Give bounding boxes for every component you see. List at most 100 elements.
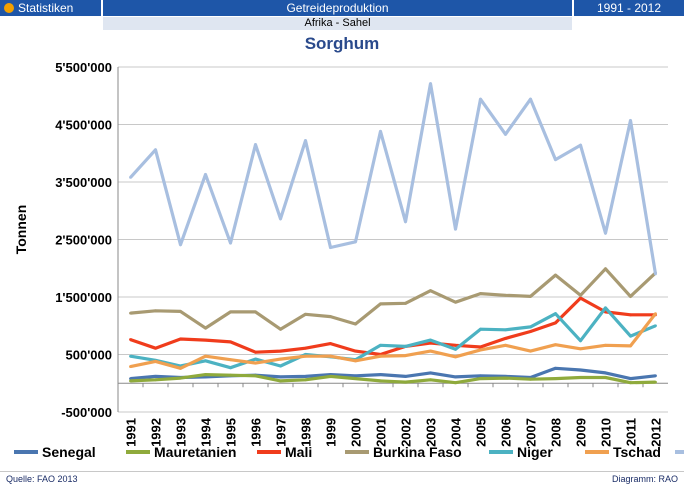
data-point — [229, 366, 232, 370]
data-point — [329, 315, 332, 318]
data-point — [229, 340, 232, 344]
series-line-niger — [130, 306, 657, 370]
y-tick-label: 1'500'000 — [55, 290, 112, 305]
data-point — [354, 377, 357, 381]
data-point — [554, 158, 557, 161]
data-point — [554, 273, 557, 277]
data-point — [154, 360, 157, 363]
y-tick-label: 5'500'000 — [55, 60, 112, 75]
data-point — [429, 338, 432, 342]
data-point — [529, 330, 532, 333]
data-point — [154, 374, 157, 378]
y-tick-label: 3'500'000 — [55, 175, 112, 190]
data-point — [554, 377, 557, 381]
data-point — [229, 310, 232, 314]
header-section-label: Statistiken — [0, 0, 101, 16]
data-point — [304, 312, 307, 316]
chart-title: Sorghum — [304, 34, 380, 53]
data-point — [604, 376, 607, 379]
data-point — [129, 311, 132, 315]
x-tick-label: 1997 — [274, 418, 289, 447]
y-axis-title: Tonnen — [13, 205, 29, 255]
data-point — [579, 368, 582, 372]
data-point — [329, 354, 332, 358]
data-point — [479, 327, 482, 331]
data-point — [304, 378, 307, 382]
data-point — [329, 374, 332, 378]
data-point — [129, 365, 132, 368]
y-tick-label: 500'000 — [66, 348, 112, 363]
data-point — [654, 380, 657, 384]
data-point — [179, 366, 182, 370]
data-point — [629, 119, 632, 122]
data-point — [379, 302, 382, 306]
x-tick-label: 1999 — [324, 418, 339, 447]
x-tick-label: 2003 — [424, 418, 439, 447]
legend-label: Niger — [517, 444, 553, 460]
data-point — [254, 310, 257, 314]
data-point — [129, 354, 132, 358]
header-left-text: Statistiken — [18, 1, 74, 15]
data-point — [404, 301, 407, 305]
data-point — [504, 337, 507, 340]
y-tick-label: -500'000 — [61, 405, 112, 420]
data-point — [329, 342, 332, 345]
data-point — [129, 338, 132, 341]
data-point — [604, 306, 607, 310]
data-point — [304, 374, 307, 378]
x-tick-label: 2001 — [374, 418, 389, 447]
x-tick-label: 1993 — [174, 418, 189, 447]
series-line-burkina-faso — [130, 267, 657, 331]
data-point — [404, 354, 407, 358]
data-point — [504, 376, 507, 380]
data-point — [429, 371, 432, 375]
data-point — [504, 343, 507, 347]
data-point — [204, 173, 207, 176]
data-point — [454, 375, 457, 379]
data-point — [204, 359, 207, 363]
data-point — [404, 374, 407, 378]
data-point — [579, 376, 582, 379]
data-point — [379, 354, 382, 358]
data-point — [379, 130, 382, 133]
data-point — [279, 217, 282, 221]
data-point — [179, 243, 182, 247]
x-tick-label: 1998 — [299, 418, 314, 447]
data-point — [479, 292, 482, 295]
x-tick-label: 2002 — [399, 418, 414, 447]
data-point — [454, 300, 457, 304]
data-point — [229, 241, 232, 245]
data-point — [279, 327, 282, 331]
data-point — [454, 227, 457, 231]
data-point — [404, 380, 407, 384]
data-point — [629, 313, 632, 317]
header-title: Getreideproduktion — [103, 0, 572, 16]
legend-label: Mali — [285, 444, 312, 460]
data-point — [579, 293, 582, 297]
data-point — [579, 339, 582, 343]
series-line-sudan — [129, 82, 658, 275]
data-point — [254, 361, 257, 365]
data-point — [204, 326, 207, 330]
data-point — [654, 272, 657, 276]
data-point — [429, 341, 432, 345]
data-point — [479, 97, 482, 101]
data-point — [404, 345, 407, 348]
data-point — [654, 312, 657, 316]
data-point — [554, 312, 557, 316]
y-tick-label: 2'500'000 — [55, 233, 112, 248]
data-point — [429, 349, 432, 353]
legend-label: Burkina Faso — [373, 444, 462, 460]
data-point — [229, 358, 232, 362]
data-point — [479, 348, 482, 352]
data-point — [579, 143, 582, 147]
legend-label: Tschad — [613, 444, 661, 460]
data-point — [554, 321, 557, 325]
data-point — [629, 377, 632, 381]
credit-note: Diagramm: RAO — [611, 474, 678, 484]
data-point — [129, 176, 132, 179]
data-point — [354, 240, 357, 244]
logo-icon — [4, 3, 14, 13]
header-bar: Statistiken Getreideproduktion 1991 - 20… — [0, 0, 684, 17]
